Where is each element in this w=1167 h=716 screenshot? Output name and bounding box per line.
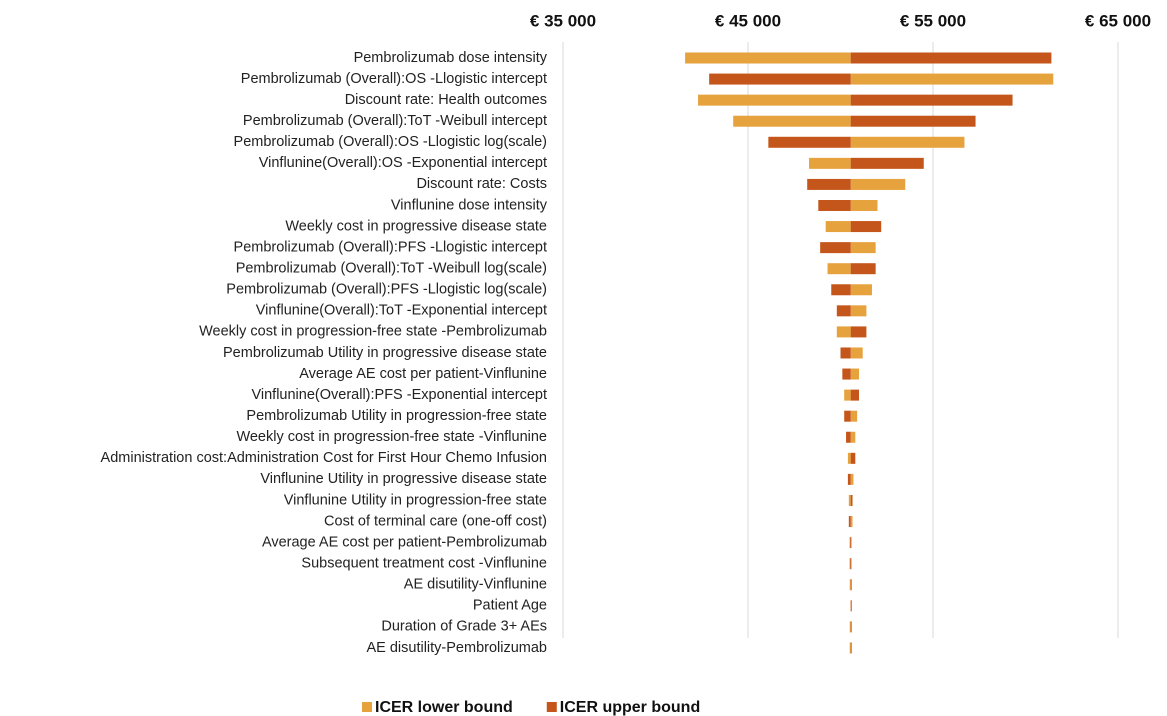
bar: [809, 157, 851, 169]
bar: [850, 326, 867, 338]
category-label: Pembrolizumab Utility in progressive dis…: [223, 345, 547, 361]
bar: [850, 305, 867, 317]
bar: [820, 242, 851, 254]
bar: [818, 199, 851, 211]
category-label: Pembrolizumab (Overall):ToT -Weibull int…: [243, 113, 547, 129]
category-label: Vinflunine dose intensity: [391, 197, 548, 213]
bar: [825, 221, 851, 233]
bar: [847, 473, 851, 485]
category-label: Weekly cost in progression-free state -V…: [236, 429, 547, 445]
category-label: Cost of terminal care (one-off cost): [324, 513, 547, 529]
bar: [849, 642, 851, 654]
bar: [698, 94, 851, 106]
bar: [850, 73, 1054, 85]
bar: [850, 368, 859, 380]
bar: [850, 199, 878, 211]
category-label: Discount rate: Health outcomes: [345, 92, 547, 108]
bar: [840, 347, 851, 359]
bar: [844, 389, 851, 401]
bar: [709, 73, 851, 85]
category-label: Pembrolizumab (Overall):PFS -Llogistic l…: [226, 282, 547, 298]
bar: [848, 516, 851, 528]
legend-label: ICER upper bound: [560, 699, 700, 716]
category-label: Pembrolizumab (Overall):PFS -Llogistic i…: [234, 239, 547, 255]
bar: [850, 157, 924, 169]
bar: [850, 473, 854, 485]
category-label: Pembrolizumab (Overall):OS -Llogistic lo…: [234, 134, 547, 150]
bar: [836, 305, 851, 317]
bar: [850, 558, 852, 570]
x-tick-label: € 55 000: [900, 11, 966, 30]
bar: [849, 579, 851, 591]
category-label: Vinflunine Utility in progressive diseas…: [260, 471, 547, 487]
category-label: AE disutility-Vinflunine: [404, 577, 547, 593]
bar: [850, 452, 856, 464]
bar: [850, 178, 906, 190]
bar: [850, 389, 859, 401]
x-tick-label: € 45 000: [715, 11, 781, 30]
bar: [850, 579, 852, 591]
bar: [807, 178, 851, 190]
bar: [848, 494, 851, 506]
bar: [850, 600, 852, 612]
bar: [850, 221, 882, 233]
bar: [850, 263, 876, 275]
bar: [768, 136, 851, 148]
category-label: Administration cost:Administration Cost …: [101, 450, 547, 466]
bar: [847, 452, 851, 464]
bar: [850, 52, 1052, 64]
bar: [850, 494, 853, 506]
category-label: AE disutility-Pembrolizumab: [366, 640, 547, 656]
legend-swatch: [362, 702, 372, 712]
category-label: Pembrolizumab dose intensity: [354, 50, 548, 66]
bar: [850, 115, 976, 127]
category-label: Duration of Grade 3+ AEs: [381, 619, 547, 635]
bar: [850, 431, 856, 443]
category-label: Weekly cost in progressive disease state: [285, 218, 547, 234]
x-tick-label: € 65 000: [1085, 11, 1151, 30]
category-label: Vinflunine(Overall):PFS -Exponential int…: [251, 387, 547, 403]
bar: [850, 347, 863, 359]
bar: [850, 94, 1013, 106]
bar: [850, 621, 852, 633]
category-label: Weekly cost in progression-free state -P…: [199, 324, 547, 340]
category-label: Vinflunine(Overall):ToT -Exponential int…: [256, 303, 547, 319]
bar: [850, 537, 852, 549]
category-label: Vinflunine(Overall):OS -Exponential inte…: [259, 155, 547, 171]
legend-label: ICER lower bound: [375, 699, 513, 716]
bar: [846, 431, 851, 443]
bar: [850, 136, 965, 148]
x-tick-label: € 35 000: [530, 11, 596, 30]
category-label: Pembrolizumab (Overall):ToT -Weibull log…: [236, 261, 547, 277]
bar: [850, 516, 853, 528]
category-label: Discount rate: Costs: [416, 176, 547, 192]
bar: [849, 537, 851, 549]
bar: [844, 410, 851, 422]
bar: [831, 284, 851, 296]
bar: [842, 368, 851, 380]
bar: [849, 558, 851, 570]
bar: [850, 242, 876, 254]
category-label: Average AE cost per patient-Vinflunine: [299, 366, 547, 382]
bar: [733, 115, 851, 127]
bar: [827, 263, 851, 275]
bar: [849, 621, 851, 633]
bar: [836, 326, 851, 338]
category-label: Subsequent treatment cost -Vinflunine: [301, 556, 547, 572]
category-label: Pembrolizumab Utility in progression-fre…: [246, 408, 547, 424]
category-label: Patient Age: [473, 598, 547, 614]
legend-swatch: [546, 702, 557, 712]
bar: [850, 284, 872, 296]
bar: [850, 410, 858, 422]
category-label: Pembrolizumab (Overall):OS -Llogistic in…: [241, 71, 547, 87]
category-label: Vinflunine Utility in progression-free s…: [284, 492, 547, 508]
bar: [850, 642, 852, 654]
bar: [685, 52, 851, 64]
category-label: Average AE cost per patient-Pembrolizuma…: [262, 534, 547, 550]
